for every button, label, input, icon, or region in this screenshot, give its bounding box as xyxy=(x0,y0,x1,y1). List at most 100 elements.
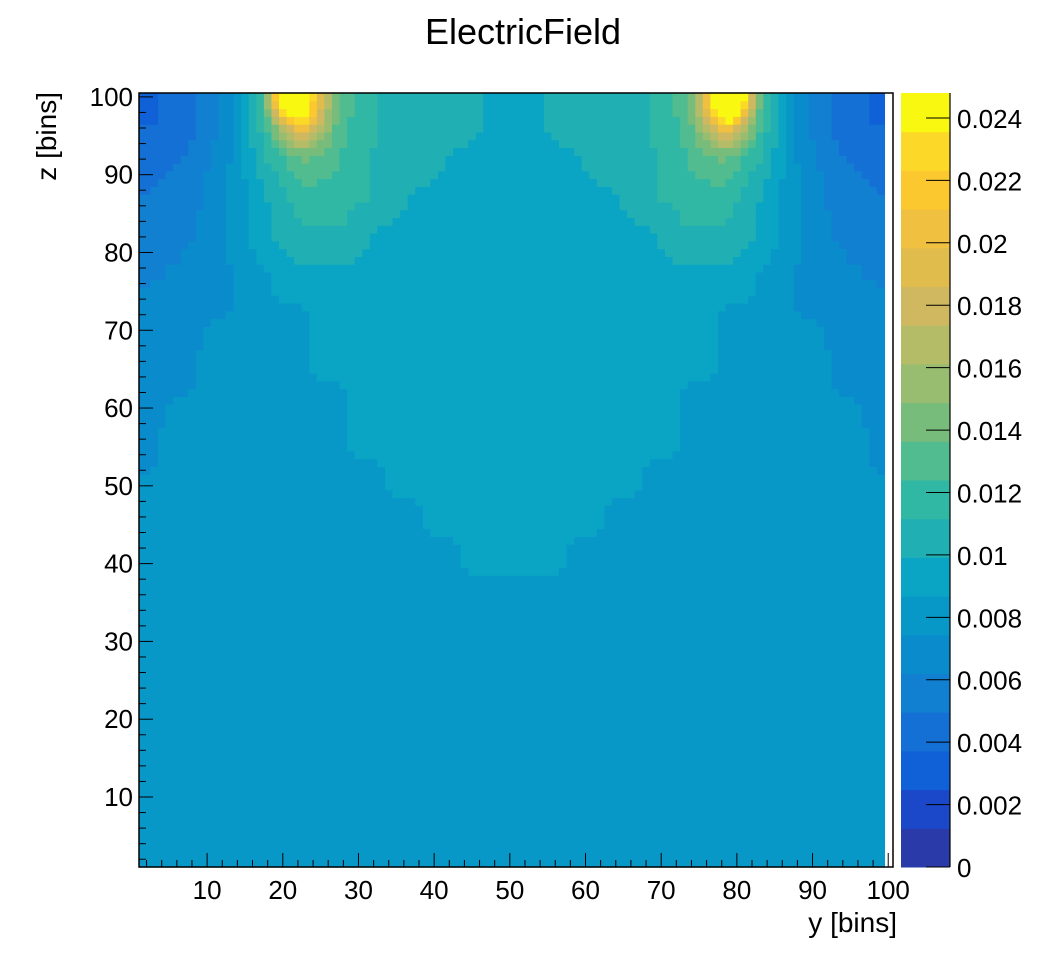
heatmap-cell-run xyxy=(294,124,310,133)
heatmap-cell-run xyxy=(309,341,719,351)
color-bar-tick-label: 0.016 xyxy=(957,354,1022,384)
color-bar-swatch xyxy=(901,712,950,752)
heatmap-cell-run xyxy=(755,93,764,102)
heatmap-cell-run xyxy=(755,108,764,117)
heatmap-cell-run xyxy=(755,287,795,296)
heatmap-cell-run xyxy=(778,93,787,102)
heatmap-cell-run xyxy=(271,139,280,149)
heatmap-cell-run xyxy=(733,116,742,125)
heatmap-cell-run xyxy=(611,497,886,506)
heatmap-cell-run xyxy=(717,334,825,343)
heatmap-cell-run xyxy=(460,544,568,553)
heatmap-cell-run xyxy=(139,528,431,537)
heatmap-cell-run xyxy=(453,536,575,545)
heatmap-cell-run xyxy=(657,233,757,242)
heatmap-cell-run xyxy=(778,217,802,226)
heatmap-cell-run xyxy=(233,116,242,125)
heatmap-cell-run xyxy=(324,93,333,102)
heatmap-cell-run xyxy=(195,380,341,390)
heatmap-cell-run xyxy=(218,116,235,125)
heatmap-cell-run xyxy=(657,240,749,250)
heatmap-cell-run xyxy=(778,194,802,203)
heatmap-cell-run xyxy=(770,124,780,133)
chart-title: ElectricField xyxy=(425,11,621,52)
heatmap-cell-run xyxy=(687,100,696,110)
heatmap-cell-run xyxy=(256,256,295,265)
heatmap-cell-run xyxy=(347,388,681,397)
heatmap-cell-run xyxy=(331,100,341,110)
heatmap-cell-run xyxy=(823,178,870,187)
heatmap-cell-run xyxy=(139,365,197,374)
heatmap-cell-run xyxy=(339,380,689,390)
heatmap-cell-run xyxy=(279,240,371,250)
heatmap-cell-run xyxy=(180,256,227,265)
heatmap-cell-run xyxy=(150,466,386,475)
heatmap-cell-run xyxy=(430,178,598,187)
heatmap-cell-run xyxy=(157,443,348,452)
heatmap-cell-run xyxy=(869,450,886,460)
heatmap-cell-run xyxy=(139,489,394,499)
heatmap-cell-run xyxy=(157,427,348,436)
heatmap-cell-run xyxy=(139,240,189,250)
heatmap-cell-run xyxy=(263,186,288,195)
heatmap-cell-run xyxy=(139,380,197,390)
heatmap-cell-run xyxy=(241,116,250,125)
heatmap-cell-run xyxy=(339,155,371,164)
heatmap-cell-run xyxy=(294,201,356,211)
heatmap-cell-run xyxy=(294,116,310,125)
heatmap-cell-run xyxy=(150,279,235,289)
heatmap-cell-run xyxy=(823,326,886,335)
heatmap-cell-run xyxy=(823,170,863,180)
heatmap-cell-run xyxy=(139,209,197,219)
x-axis: 10 20 30 40 50 60 70 80 90 100 xyxy=(146,853,910,905)
heatmap-cell-run xyxy=(241,163,257,172)
heatmap-cell-run xyxy=(801,256,848,265)
heatmap-cell-run xyxy=(150,186,204,195)
y-tick-label: 40 xyxy=(104,549,133,579)
heatmap-cell-run xyxy=(816,155,848,164)
heatmap-cell-run xyxy=(733,170,749,180)
heatmap-cell-run xyxy=(869,427,886,436)
heatmap-cell-run xyxy=(377,108,484,117)
heatmap-cell-run xyxy=(331,124,348,133)
heatmap-cell-run xyxy=(793,147,817,156)
heatmap-cell-run xyxy=(218,124,235,133)
heatmap-cell-run xyxy=(263,194,288,203)
heatmap-cell-run xyxy=(717,365,833,374)
heatmap-cell-run xyxy=(725,217,757,226)
heatmap-cell-run xyxy=(271,124,280,133)
heatmap-cell-run xyxy=(869,443,886,452)
heatmap-cell-run xyxy=(763,194,780,203)
heatmap-cell-run xyxy=(869,435,886,444)
heatmap-cell-run xyxy=(748,93,757,102)
heatmap-cell-run xyxy=(248,131,265,141)
heatmap-cell-run xyxy=(748,124,757,133)
heatmap-cell-run xyxy=(717,131,734,141)
heatmap-cell-run xyxy=(139,738,886,748)
heatmap-cell-run xyxy=(339,108,356,117)
heatmap-cell-run xyxy=(786,163,802,172)
heatmap-cell-run xyxy=(195,108,220,117)
heatmap-cell-run xyxy=(680,411,863,421)
heatmap-cell-run xyxy=(831,349,886,359)
heatmap-cell-run xyxy=(157,458,378,467)
heatmap-cell-run xyxy=(672,108,689,117)
heatmap-cell-run xyxy=(139,614,886,623)
heatmap-cell-run xyxy=(195,93,220,102)
heatmap-cell-run xyxy=(407,194,621,203)
heatmap-cell-run xyxy=(369,194,409,203)
heatmap-cell-run xyxy=(271,116,280,125)
heatmap-cell-run xyxy=(748,295,795,304)
heatmap-cell-run xyxy=(165,419,348,429)
heatmap-cell-run xyxy=(778,225,802,234)
heatmap-cell-run xyxy=(309,131,318,141)
heatmap-cell-run xyxy=(604,505,886,514)
heatmap-cell-run xyxy=(139,707,886,716)
heatmap-cell-run xyxy=(778,186,802,195)
heatmap-cell-run xyxy=(241,100,250,110)
heatmap-cell-run xyxy=(226,217,250,226)
heatmap-cell-run xyxy=(422,505,606,514)
heatmap-cell-run xyxy=(748,147,764,156)
heatmap-cell-run xyxy=(793,124,810,133)
